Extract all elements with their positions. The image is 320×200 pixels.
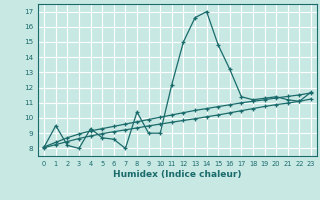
X-axis label: Humidex (Indice chaleur): Humidex (Indice chaleur): [113, 170, 242, 179]
